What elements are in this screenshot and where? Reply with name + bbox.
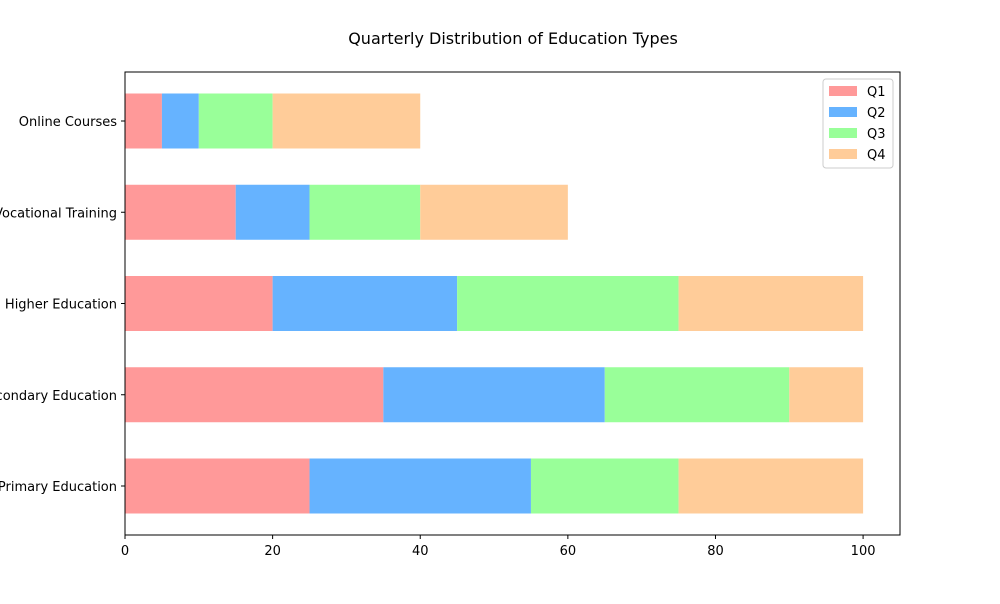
x-axis: 0 20 40 60 80 100	[121, 535, 876, 559]
x-tick-label-60: 60	[560, 544, 577, 559]
legend-swatch-q3	[829, 128, 857, 138]
bar-secondary-education-q3	[604, 367, 790, 423]
bar-secondary-education-q4	[789, 367, 864, 423]
legend: Q1 Q2 Q3 Q4	[822, 78, 894, 169]
bars-layer	[125, 93, 864, 514]
legend-box	[822, 78, 894, 169]
legend-swatch-q1	[829, 86, 857, 96]
bar-online-courses-q3	[198, 93, 273, 149]
legend-swatch-q4	[829, 149, 857, 159]
y-tick-label-higher-education: Higher Education	[5, 298, 117, 313]
bar-vocational-training-q4	[420, 184, 568, 240]
bar-primary-education-q2	[309, 458, 531, 514]
y-tick-label-secondary-education: Secondary Education	[0, 389, 117, 404]
bar-vocational-training-q1	[125, 184, 236, 240]
y-tick-label-primary-education: Primary Education	[0, 480, 117, 495]
legend-label-q4: Q4	[867, 148, 886, 163]
bar-higher-education-q2	[272, 276, 458, 331]
legend-swatch-q2	[829, 107, 857, 117]
x-tick-label-40: 40	[412, 544, 429, 559]
x-tick-label-20: 20	[264, 544, 281, 559]
x-tick-label-0: 0	[121, 544, 129, 559]
y-tick-label-vocational-training: Vocational Training	[0, 206, 117, 221]
bar-online-courses-q4	[272, 93, 421, 149]
legend-label-q1: Q1	[867, 85, 886, 100]
bar-secondary-education-q1	[125, 367, 384, 423]
bar-secondary-education-q2	[383, 367, 605, 423]
bar-higher-education-q1	[125, 276, 273, 331]
bar-vocational-training-q3	[309, 184, 421, 240]
bar-primary-education-q3	[530, 458, 679, 514]
bar-vocational-training-q2	[235, 184, 310, 240]
bar-primary-education-q4	[678, 458, 864, 514]
bar-online-courses-q2	[161, 93, 199, 149]
legend-label-q2: Q2	[867, 106, 886, 121]
x-tick-label-80: 80	[707, 544, 724, 559]
bar-higher-education-q3	[457, 276, 679, 331]
y-tick-label-online-courses: Online Courses	[19, 115, 117, 130]
bar-primary-education-q1	[125, 458, 310, 514]
x-tick-label-100: 100	[851, 544, 876, 559]
legend-label-q3: Q3	[867, 127, 886, 142]
bar-higher-education-q4	[678, 276, 864, 331]
chart-title: Quarterly Distribution of Education Type…	[348, 29, 678, 48]
y-axis: Primary Education Secondary Education High…	[0, 115, 125, 495]
bar-online-courses-q1	[125, 93, 162, 149]
